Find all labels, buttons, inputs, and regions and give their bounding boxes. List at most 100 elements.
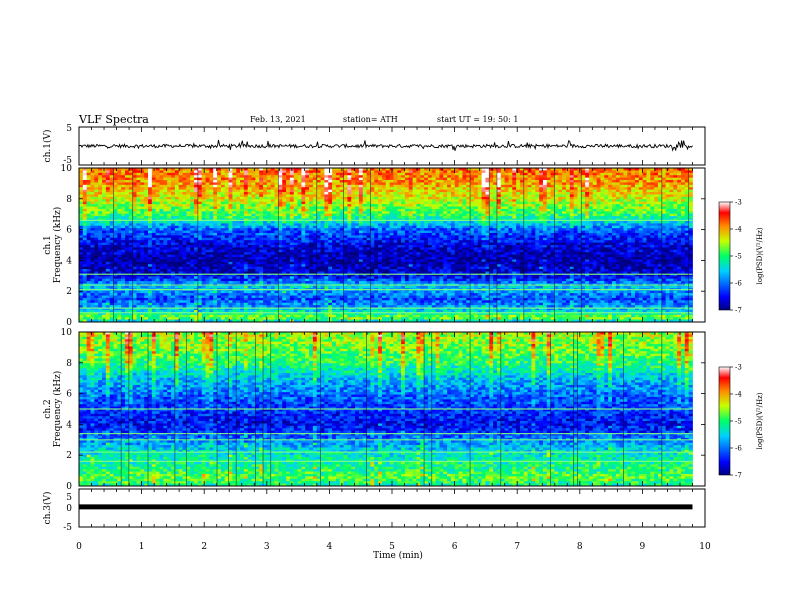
- ch1-spec-cell: [217, 226, 221, 229]
- ch1-spec-cell: [344, 170, 348, 173]
- ch1-spec-cell: [459, 209, 463, 212]
- ch1-spec-cell: [229, 204, 233, 207]
- ch1-spec-cell: [232, 199, 236, 202]
- ch1-spec-cell: [512, 187, 516, 190]
- ch1-spec-cell: [94, 175, 98, 178]
- ch1-spec-cell: [443, 170, 447, 173]
- ch1-spec-cell: [428, 185, 432, 188]
- ch1-spec-cell: [336, 180, 340, 183]
- ch1-spec-cell: [278, 216, 282, 219]
- ch1-spec-cell: [171, 180, 175, 183]
- ch1-spec-cell: [259, 238, 263, 241]
- ch1-spec-cell: [393, 199, 397, 202]
- ch1-spec-cell: [382, 233, 386, 236]
- ch1-spec-cell: [382, 194, 386, 197]
- ch1-spec-cell: [252, 204, 256, 207]
- ch1-spec-cell: [524, 199, 528, 202]
- ch1-spec-cell: [650, 199, 654, 202]
- ch1-spec-cell: [301, 238, 305, 241]
- ch1-spec-cell: [370, 199, 374, 202]
- ch1-spec-cell: [121, 226, 125, 229]
- ch1-spec-cell: [677, 173, 681, 176]
- ch1-spec-cell: [428, 173, 432, 176]
- ch1-spec-cell: [436, 204, 440, 207]
- ch1-spec-cell: [432, 173, 436, 176]
- ch1-spec-cell: [217, 199, 221, 202]
- ch1-spec-cell: [263, 235, 267, 238]
- ch1-spec-cell: [390, 235, 394, 238]
- ch1-spec-cell: [432, 180, 436, 183]
- ch1-spec-cell: [156, 238, 160, 241]
- ch1-spec-cell: [321, 221, 325, 224]
- ch1-spec-cell: [79, 187, 83, 190]
- ch1-spec-cell: [244, 221, 248, 224]
- ch1-spec-cell: [175, 190, 179, 193]
- station-label: station= ATH: [343, 115, 398, 124]
- ch1-spec-cell: [432, 204, 436, 207]
- ch1-spec-cell: [393, 178, 397, 181]
- ch1-spec-cell: [94, 226, 98, 229]
- ch1-spec-cell: [673, 228, 677, 231]
- ch1-spec-cell: [409, 233, 413, 236]
- ch1-spec-cell: [232, 194, 236, 197]
- ch1-spec-cell: [336, 238, 340, 241]
- ch1-spec-cell: [390, 240, 394, 243]
- ch1-spec-cell: [689, 185, 693, 188]
- ch1-spec-cell: [397, 216, 401, 219]
- ch1-spec-cell: [393, 187, 397, 190]
- ch1-spec-cell: [278, 190, 282, 193]
- ch1-spec-cell: [179, 197, 183, 200]
- ch1-spec-cell: [282, 178, 286, 181]
- ch1-spec-cell: [393, 216, 397, 219]
- ch1-spec-cell: [163, 194, 167, 197]
- ch1-ytick-top: 5: [66, 124, 72, 134]
- ch1-spec-cell: [416, 180, 420, 183]
- ch1-spec-cell: [673, 221, 677, 224]
- ch1-spec-cell: [677, 175, 681, 178]
- ch1-spec-cell: [558, 221, 562, 224]
- ch1-spec-cell: [83, 216, 87, 219]
- ch1-spec-cell: [631, 197, 635, 200]
- ch1-spec-cell: [202, 228, 206, 231]
- ch1-spec-cell: [409, 231, 413, 234]
- ch1-spec-cell: [217, 233, 221, 236]
- ch1-spec-cell: [413, 187, 417, 190]
- ch1-spec-cell: [114, 204, 118, 207]
- ch1-spec-cell: [558, 199, 562, 202]
- ch1-spec-cell: [562, 209, 566, 212]
- ch1-spec-cell: [643, 214, 647, 217]
- ch1-spec-cell: [79, 175, 83, 178]
- ch1-spec-cell: [94, 173, 98, 176]
- ch1-spec-cell: [344, 190, 348, 193]
- ch1-spec-cell: [294, 216, 298, 219]
- ch1-spec-cell: [443, 190, 447, 193]
- ch1-spec-cell: [416, 192, 420, 195]
- ch1-spec-cell: [562, 214, 566, 217]
- ch1-spec-cell: [689, 235, 693, 238]
- ch1-spec-cell: [405, 214, 409, 217]
- ch1-spec-cell: [125, 221, 129, 224]
- ch1-spec-cell: [332, 235, 336, 238]
- ch1-spec-cell: [516, 180, 520, 183]
- ch1-spec-cell: [666, 223, 670, 226]
- ch1-spec-cell: [397, 231, 401, 234]
- ch1-spec-cell: [332, 211, 336, 214]
- ch1-spec-cell: [83, 209, 87, 212]
- ch1-spec-cell: [321, 223, 325, 226]
- ch1-spec-cell: [562, 170, 566, 173]
- ch1-spec-cell: [190, 228, 194, 231]
- ch1-spec-cell: [616, 235, 620, 238]
- ch1-spec-cell: [386, 221, 390, 224]
- ch1-spec-cell: [378, 197, 382, 200]
- ch1-spec-cell: [681, 185, 685, 188]
- ch1-spec-cell: [382, 231, 386, 234]
- ch1-spec-cell: [137, 214, 141, 217]
- ch1-spec-cell: [114, 194, 118, 197]
- ch1-spec-cell: [140, 223, 144, 226]
- ch1-spec-cell: [83, 170, 87, 173]
- ch1-spec-cell: [470, 175, 474, 178]
- ch1-spec-cell: [229, 199, 233, 202]
- ch1-spec-cell: [501, 223, 505, 226]
- ch1-spec-cell: [79, 209, 83, 212]
- ch1-spec-cell: [447, 170, 451, 173]
